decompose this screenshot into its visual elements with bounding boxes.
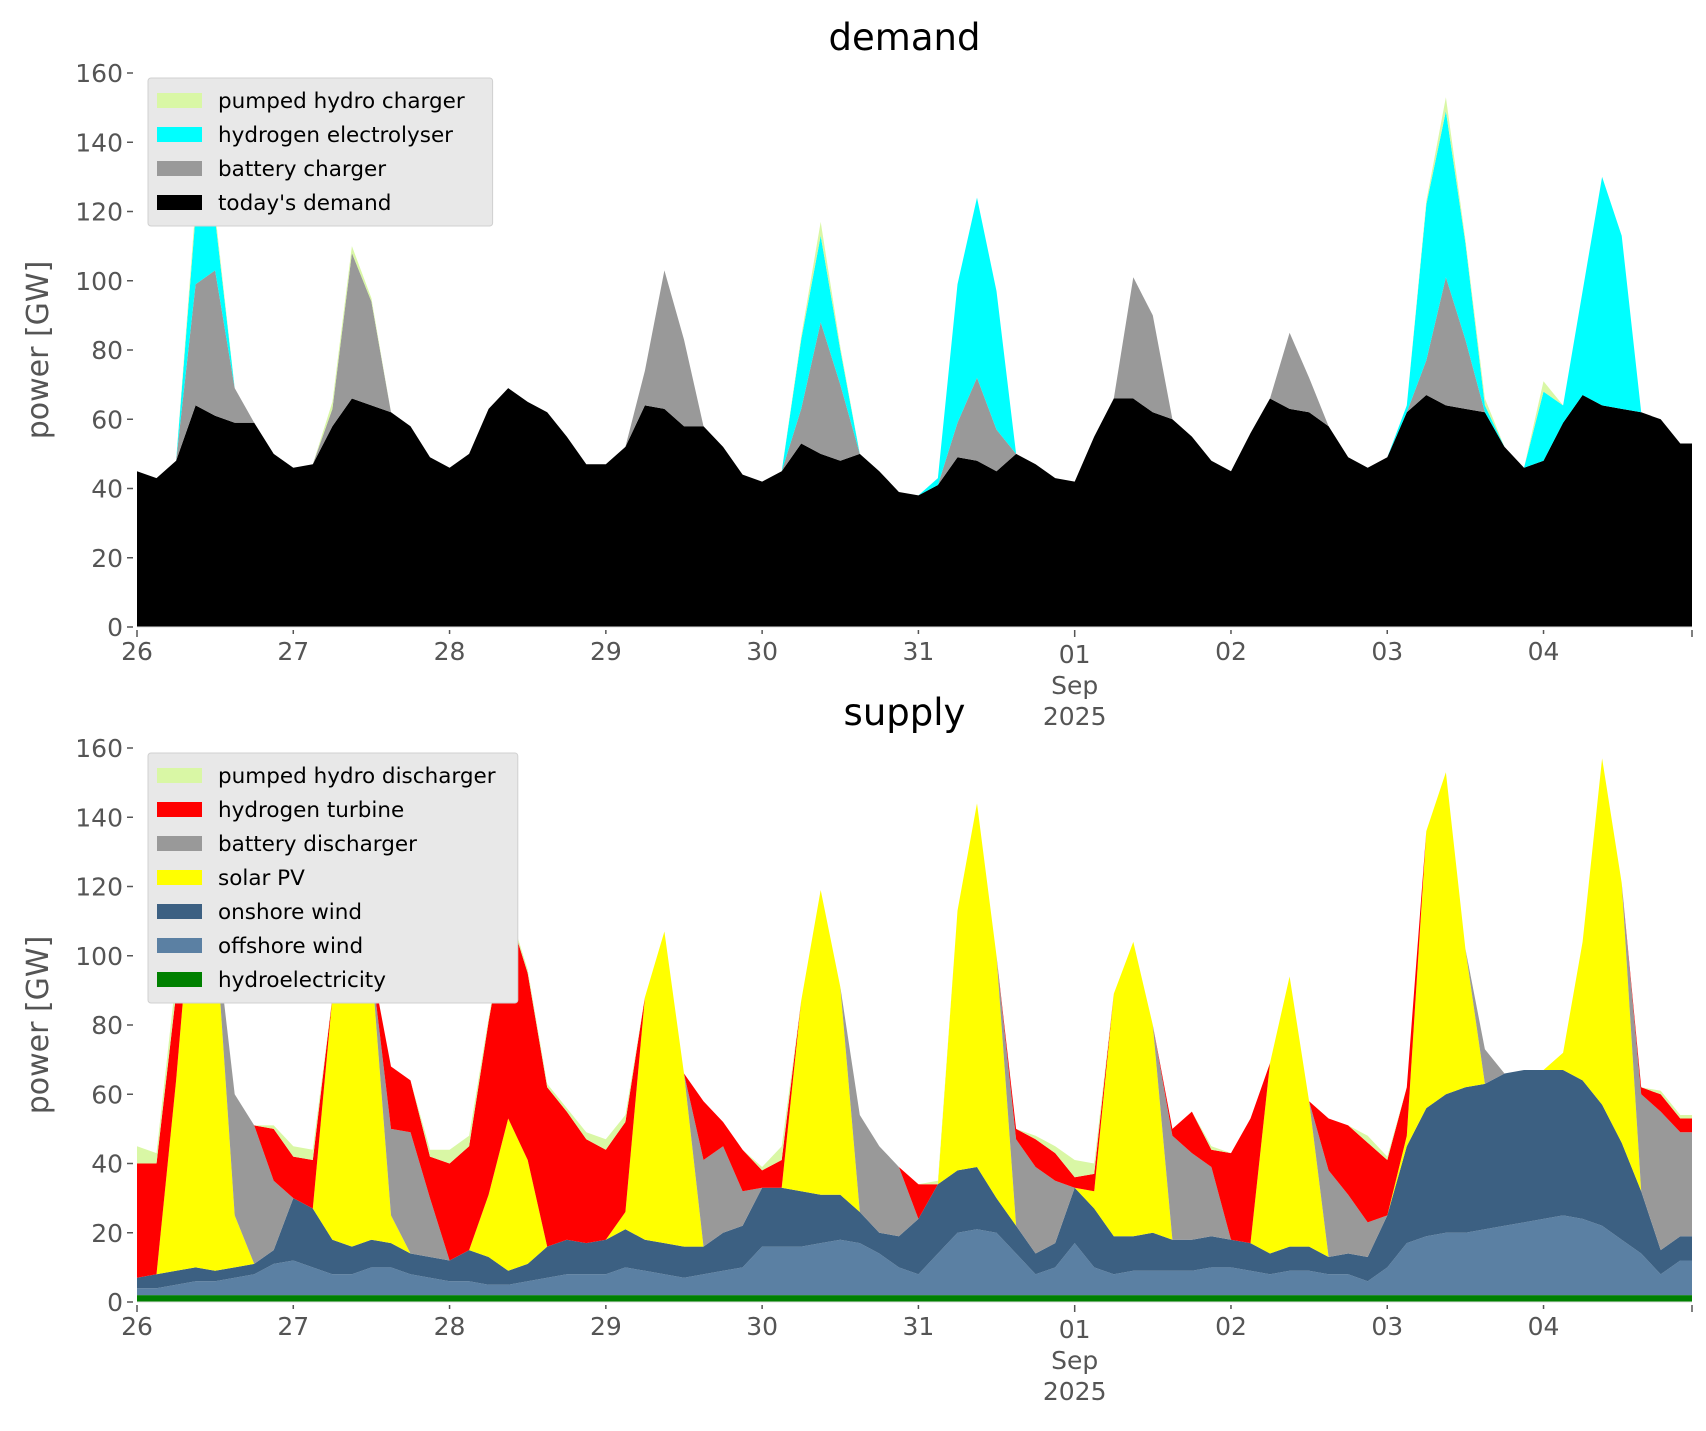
- legend: pumped hydro charger hydrogen electrolyse…: [147, 77, 494, 227]
- legend-swatch: [157, 870, 202, 885]
- legend-label: hydrogen electrolyser: [218, 123, 453, 148]
- y-tick-label: 140: [75, 803, 123, 832]
- legend-swatch: [157, 195, 202, 210]
- area-hydrogen-turbine: [137, 758, 1692, 1278]
- legend-swatch: [157, 938, 202, 953]
- legend: pumped hydro discharger hydrogen turbine b…: [147, 752, 519, 1004]
- x-tick-label: 31: [903, 1312, 935, 1341]
- x-tick-label: 27: [277, 637, 309, 666]
- x-tick-label: 03: [1371, 637, 1403, 666]
- plot-area: [137, 97, 1692, 627]
- x-tick-label: 30: [746, 1312, 778, 1341]
- y-tick-label: 40: [91, 1150, 123, 1179]
- legend-label: solar PV: [218, 866, 305, 891]
- y-tick-label: 120: [75, 198, 123, 227]
- y-tick-label: 60: [91, 1080, 123, 1109]
- legend-swatch: [157, 93, 202, 108]
- legend-swatch: [157, 802, 202, 817]
- y-tick-label: 80: [91, 1011, 123, 1040]
- chart-title: demand: [829, 16, 981, 59]
- legend-swatch: [157, 161, 202, 176]
- y-tick-label: 20: [91, 544, 123, 573]
- area-solar-pv: [137, 758, 1692, 1278]
- legend-swatch: [157, 972, 202, 987]
- x-tick-sublabel: 2025: [1043, 702, 1107, 731]
- x-tick-label: 30: [746, 637, 778, 666]
- legend-box: [147, 77, 494, 227]
- legend-label: offshore wind: [218, 934, 363, 959]
- y-tick-label: 60: [91, 405, 123, 434]
- y-tick-label: 160: [75, 59, 123, 88]
- x-tick-label: 02: [1215, 1312, 1247, 1341]
- x-tick-label: 27: [277, 1312, 309, 1341]
- area-offshore-wind: [137, 1215, 1692, 1296]
- x-tick-label: 04: [1528, 637, 1560, 666]
- legend-label: battery charger: [218, 157, 386, 182]
- x-tick-label: 04: [1528, 1312, 1560, 1341]
- area-hydrogen-electrolyser: [137, 111, 1692, 496]
- legend-label: hydroelectricity: [218, 968, 386, 993]
- x-tick-label: 28: [434, 637, 466, 666]
- legend-box: [147, 752, 519, 1004]
- y-tick-label: 100: [75, 267, 123, 296]
- legend-label: pumped hydro discharger: [218, 764, 496, 789]
- chart-title: supply: [844, 691, 966, 734]
- legend-swatch: [157, 127, 202, 142]
- y-tick-label: 0: [107, 1288, 123, 1317]
- x-tick-label: 31: [903, 637, 935, 666]
- x-tick-label: 28: [434, 1312, 466, 1341]
- y-tick-label: 20: [91, 1219, 123, 1248]
- legend-label: hydrogen turbine: [218, 798, 404, 823]
- x-tick-label: 26: [121, 637, 153, 666]
- y-tick-label: 160: [75, 734, 123, 763]
- x-tick-label: 26: [121, 1312, 153, 1341]
- y-axis-label: power [GW]: [21, 261, 56, 440]
- x-tick-label: 03: [1371, 1312, 1403, 1341]
- y-tick-label: 0: [107, 613, 123, 642]
- legend-swatch: [157, 768, 202, 783]
- x-tick-label: 01: [1059, 1315, 1091, 1344]
- area-today-s-demand: [137, 388, 1692, 627]
- x-tick-label: 29: [590, 1312, 622, 1341]
- y-axis-label: power [GW]: [21, 936, 56, 1115]
- x-tick-label: 29: [590, 637, 622, 666]
- legend-label: today's demand: [218, 191, 391, 216]
- legend-label: battery discharger: [218, 832, 417, 857]
- y-tick-label: 80: [91, 336, 123, 365]
- legend-label: onshore wind: [218, 900, 362, 925]
- legend-swatch: [157, 836, 202, 851]
- x-tick-label: 02: [1215, 637, 1247, 666]
- y-tick-label: 100: [75, 942, 123, 971]
- x-tick-sublabel: 2025: [1043, 1377, 1107, 1406]
- x-tick-sublabel: Sep: [1051, 1346, 1098, 1375]
- legend-swatch: [157, 904, 202, 919]
- y-tick-label: 120: [75, 873, 123, 902]
- plot-area: [137, 758, 1692, 1302]
- area-onshore-wind: [137, 1070, 1692, 1289]
- y-tick-label: 40: [91, 475, 123, 504]
- area-hydroelectricity: [137, 1295, 1692, 1302]
- x-tick-sublabel: Sep: [1051, 671, 1098, 700]
- legend-label: pumped hydro charger: [218, 89, 465, 114]
- y-tick-label: 140: [75, 128, 123, 157]
- x-tick-label: 01: [1059, 640, 1091, 669]
